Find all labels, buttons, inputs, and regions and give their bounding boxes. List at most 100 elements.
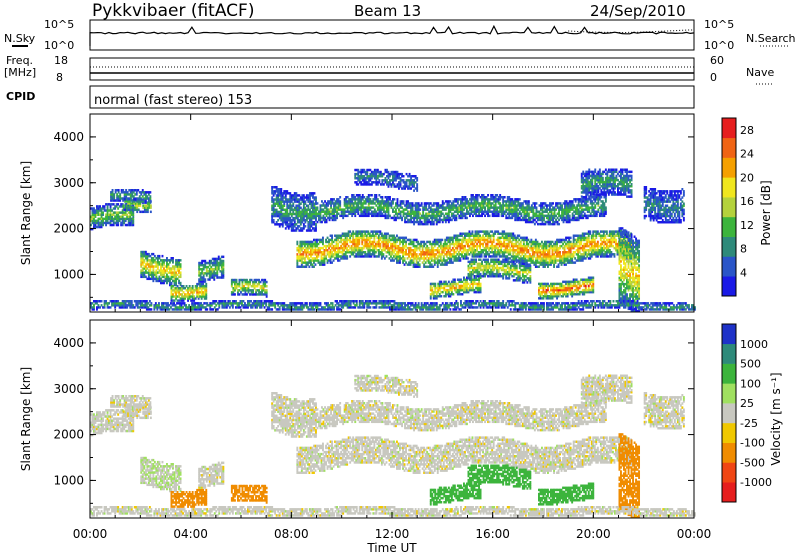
power-cell — [114, 211, 117, 214]
power-cell — [467, 251, 469, 254]
power-cell — [411, 204, 414, 207]
power-cell — [153, 261, 156, 264]
power-cell — [556, 253, 559, 256]
power-cell — [314, 240, 317, 244]
power-cell — [289, 196, 292, 199]
power-cell — [188, 287, 191, 290]
power-cell — [167, 279, 170, 283]
power-cell — [399, 255, 401, 258]
power-cell — [203, 285, 206, 288]
power-cell — [387, 216, 390, 220]
power-cell — [408, 249, 411, 252]
power-cell — [566, 261, 569, 264]
power-cell — [541, 261, 543, 264]
power-cell — [554, 261, 557, 264]
power-cell — [545, 246, 548, 250]
power-cell — [592, 236, 595, 240]
power-cell — [525, 249, 528, 252]
power-cell — [516, 259, 519, 262]
power-cell — [450, 214, 453, 218]
power-cell — [310, 242, 312, 246]
power-cell — [370, 242, 373, 246]
power-cell — [123, 217, 126, 221]
power-cell — [366, 210, 369, 213]
power-cell — [207, 272, 210, 275]
power-cell — [517, 212, 520, 215]
power-cell — [204, 280, 207, 283]
power-cell — [406, 263, 409, 266]
power-cell — [436, 265, 439, 268]
power-cell — [149, 197, 152, 200]
power-cell — [395, 204, 397, 207]
power-cell — [293, 212, 296, 216]
power-cell — [127, 215, 130, 218]
power-cell — [108, 209, 111, 212]
power-cell — [144, 265, 147, 268]
power-cell — [143, 252, 146, 256]
power-cell — [109, 219, 112, 223]
power-cell — [572, 261, 575, 264]
power-cell — [325, 240, 328, 244]
power-cell — [602, 238, 605, 242]
power-cell — [146, 204, 149, 207]
power-cell — [532, 212, 535, 215]
power-cell — [417, 212, 420, 215]
power-cell — [581, 257, 584, 260]
power-cell — [551, 253, 554, 256]
power-cell — [607, 246, 610, 250]
power-cell — [533, 242, 536, 246]
power-cell — [469, 198, 471, 201]
power-cell — [578, 236, 581, 240]
power-cell — [471, 253, 474, 256]
power-cell — [533, 251, 536, 254]
power-cell — [296, 200, 299, 203]
power-cell — [398, 208, 400, 211]
power-cell — [451, 246, 454, 250]
power-cell — [387, 244, 389, 248]
cpid-strip — [89, 85, 695, 109]
power-cell — [618, 234, 620, 237]
power-cell — [323, 261, 326, 264]
power-cell — [451, 236, 454, 240]
power-cell — [464, 246, 466, 250]
power-cell — [548, 251, 551, 254]
power-cell — [196, 287, 199, 290]
power-cell — [616, 249, 619, 252]
power-cell — [136, 200, 139, 203]
power-cell — [480, 251, 483, 254]
power-cell — [533, 206, 536, 209]
power-cell — [443, 216, 446, 220]
power-cell — [176, 263, 179, 266]
power-cell — [569, 253, 572, 256]
power-cell — [584, 257, 587, 260]
power-cell — [290, 214, 293, 218]
power-cell — [616, 230, 619, 233]
power-cell — [91, 217, 94, 221]
power-cell — [299, 259, 302, 262]
power-cell — [511, 200, 514, 203]
power-cell — [444, 240, 447, 244]
power-cell — [380, 249, 383, 252]
power-cell — [424, 246, 427, 250]
power-cell — [325, 212, 328, 215]
power-cell — [117, 211, 120, 214]
power-cell — [327, 212, 330, 215]
power-cell — [403, 259, 406, 262]
power-cell — [527, 249, 530, 252]
power-cell — [170, 293, 173, 296]
power-cell — [500, 232, 503, 235]
power-cell — [396, 198, 399, 201]
power-cell — [139, 198, 142, 201]
power-cell — [473, 198, 476, 201]
power-cell — [400, 240, 403, 244]
power-cell — [317, 259, 320, 262]
power-cell — [143, 204, 146, 207]
power-cell — [496, 214, 499, 218]
power-cell — [395, 212, 397, 215]
power-cell — [560, 257, 563, 260]
power-cell — [440, 218, 443, 222]
power-cell — [308, 265, 311, 268]
power-cell — [329, 242, 332, 246]
power-cell — [409, 242, 412, 246]
power-cell — [103, 217, 106, 221]
